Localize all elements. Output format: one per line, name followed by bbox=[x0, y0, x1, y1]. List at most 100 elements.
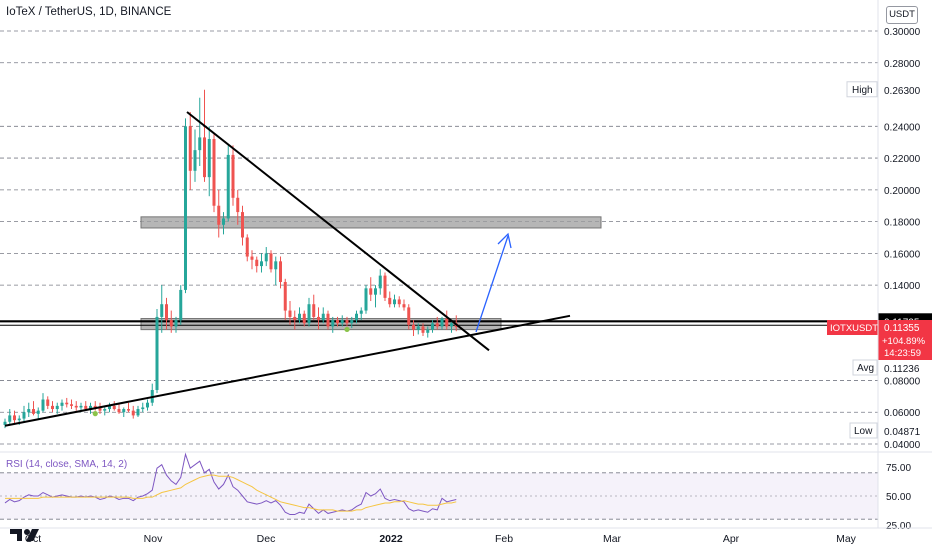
high-value: 0.26300 bbox=[884, 86, 921, 97]
resistance-zone bbox=[140, 216, 602, 229]
price-tick-label: 0.18000 bbox=[884, 218, 921, 229]
candle-body bbox=[51, 405, 54, 410]
rsi-line bbox=[4, 452, 457, 516]
candle-body bbox=[317, 316, 320, 321]
candle-body bbox=[155, 316, 159, 390]
high-label: High bbox=[852, 85, 873, 96]
rsi-tick-label: 25.00 bbox=[886, 521, 911, 532]
candle-body bbox=[336, 320, 339, 324]
candle-body bbox=[108, 405, 111, 410]
candle-body bbox=[70, 404, 73, 406]
candle-body bbox=[241, 212, 244, 238]
time-tick-label: Apr bbox=[723, 533, 740, 545]
rsi-sma-line bbox=[5, 474, 457, 512]
candle-body bbox=[426, 329, 430, 333]
candle-body bbox=[312, 304, 316, 317]
candle-body bbox=[203, 137, 206, 178]
candle-body bbox=[383, 275, 387, 298]
time-tick-label: Dec bbox=[257, 533, 276, 545]
avg-value: 0.11236 bbox=[884, 364, 920, 375]
candle-body bbox=[397, 299, 401, 305]
last-price-box bbox=[878, 320, 932, 360]
candle-body bbox=[60, 402, 64, 406]
candle-body bbox=[141, 407, 145, 410]
candle-body bbox=[279, 261, 282, 282]
candle-body bbox=[288, 310, 292, 317]
candle-body bbox=[250, 256, 254, 260]
candle-body bbox=[84, 405, 88, 410]
time-tick-label: May bbox=[836, 533, 857, 545]
candle-body bbox=[169, 320, 173, 327]
rsi-indicator-label[interactable]: RSI (14, close, SMA, 14, 2) bbox=[6, 459, 128, 470]
candle-body bbox=[127, 409, 130, 411]
symbol-tag: IOTXUSDT bbox=[830, 323, 878, 334]
price-tick-label: 0.06000 bbox=[884, 408, 921, 419]
candle-body bbox=[207, 139, 211, 178]
candle-body bbox=[440, 318, 444, 327]
price-tick-label: 0.22000 bbox=[884, 154, 921, 165]
price-tick-label: 0.24000 bbox=[884, 122, 921, 133]
candle-body bbox=[283, 281, 287, 311]
candle-body bbox=[122, 409, 126, 413]
candle-body bbox=[136, 409, 140, 416]
candle-body bbox=[160, 304, 164, 317]
currency-unit-button[interactable]: USDT bbox=[886, 6, 918, 24]
time-tick-label: 2022 bbox=[379, 533, 403, 545]
rsi-tick-label: 75.00 bbox=[886, 463, 911, 474]
candle-body bbox=[264, 253, 268, 262]
candle-body bbox=[388, 297, 392, 305]
projection-arrowhead bbox=[497, 232, 512, 249]
candle-body bbox=[17, 418, 21, 421]
tradingview-logo-icon bbox=[10, 529, 39, 541]
candle-body bbox=[165, 304, 168, 321]
candle-body bbox=[32, 409, 35, 414]
candle-body bbox=[435, 323, 439, 327]
candle-body bbox=[302, 313, 306, 324]
candle-body bbox=[74, 405, 78, 408]
candle-body bbox=[41, 399, 45, 411]
candle-body bbox=[269, 253, 273, 270]
candle-body bbox=[326, 313, 330, 327]
candle-body bbox=[359, 310, 363, 314]
rsi-pane bbox=[0, 451, 932, 520]
candle-body bbox=[193, 150, 197, 171]
candle-body bbox=[293, 316, 297, 321]
candle-body bbox=[184, 126, 187, 290]
price-tick-label: 0.28000 bbox=[884, 59, 921, 70]
grid-lines bbox=[0, 30, 878, 445]
candle-body bbox=[255, 259, 259, 267]
candle-body bbox=[22, 412, 26, 419]
candle-body bbox=[393, 299, 396, 305]
candle-body bbox=[236, 197, 240, 213]
candle-body bbox=[307, 304, 311, 324]
avg-label-box bbox=[852, 359, 878, 376]
candle-body bbox=[260, 261, 263, 267]
candle-body bbox=[55, 405, 59, 410]
drawings bbox=[4, 111, 571, 427]
price-change: +104.89% bbox=[882, 336, 926, 347]
signal-dot bbox=[92, 411, 98, 417]
last-price: 0.11355 bbox=[884, 323, 920, 334]
candle-body bbox=[340, 320, 344, 324]
candle-body bbox=[188, 126, 192, 171]
low-label-box bbox=[849, 422, 878, 439]
price-tick-label: 0.14000 bbox=[884, 281, 921, 292]
low-value: 0.04871 bbox=[884, 427, 921, 438]
candle-body bbox=[65, 402, 69, 405]
symbol-tag-box bbox=[827, 320, 879, 335]
descending-trendline bbox=[186, 111, 490, 352]
candles[interactable] bbox=[3, 89, 458, 429]
chart-title: IoTeX / TetherUS, 1D, BINANCE bbox=[6, 6, 172, 18]
candle-body bbox=[98, 407, 102, 411]
candle-body bbox=[245, 237, 249, 257]
candle-body bbox=[416, 326, 420, 330]
candle-body bbox=[222, 218, 225, 225]
candle-body bbox=[79, 405, 83, 408]
candle-body bbox=[117, 409, 121, 413]
candle-body bbox=[412, 324, 415, 330]
candle-body bbox=[217, 205, 221, 225]
candle-body bbox=[198, 137, 202, 151]
